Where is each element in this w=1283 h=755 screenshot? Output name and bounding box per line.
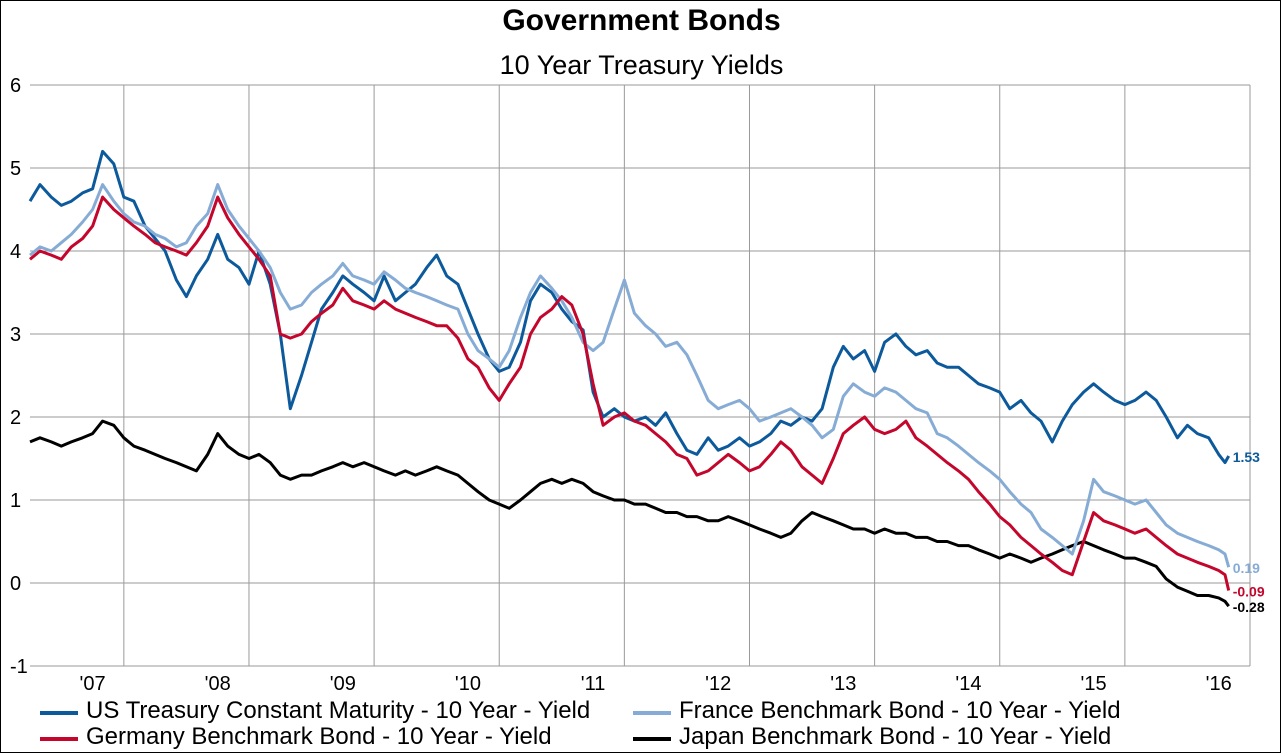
series-line: [29, 419, 1230, 608]
series-line: [29, 195, 1231, 591]
y-tick-label: 2: [10, 407, 21, 429]
x-tick-label: '07: [80, 673, 106, 695]
y-tick-label: 4: [10, 241, 21, 263]
x-tick-label: '14: [955, 673, 981, 695]
y-tick-label: 3: [10, 324, 21, 346]
series-end-label: -0.28: [1233, 599, 1265, 615]
y-tick-label: 1: [10, 490, 21, 512]
chart-title: Government Bonds: [502, 4, 781, 37]
series-end-labels: 1.53 0.19 -0.09-0.28: [1233, 449, 1265, 615]
legend-swatch-germany: [40, 737, 78, 741]
series-line: [29, 183, 1231, 568]
series-lines: [28, 149, 1231, 608]
legend: US Treasury Constant Maturity - 10 Year …: [0, 694, 1283, 754]
x-tick-label: '09: [330, 673, 356, 695]
x-tick-label: '12: [705, 673, 731, 695]
legend-label-japan: Japan Benchmark Bond - 10 Year - Yield: [679, 723, 1112, 750]
chart-subtitle: 10 Year Treasury Yields: [499, 50, 784, 80]
line-chart: -1 0 1 2 3 4 5 6 '07 '08 '09 '10 '11 '12 '13 '14 '15 '16…: [10, 75, 1265, 695]
x-tick-label: '16: [1206, 673, 1232, 695]
x-tick-label: '10: [455, 673, 481, 695]
x-tick-label: '11: [581, 673, 606, 695]
legend-label-france: France Benchmark Bond - 10 Year - Yield: [679, 697, 1121, 724]
y-tick-label: 0: [10, 573, 21, 595]
legend-swatch-france: [633, 711, 671, 715]
gridlines: [30, 84, 1251, 667]
x-tick-label: '13: [830, 673, 856, 695]
legend-label-germany: Germany Benchmark Bond - 10 Year - Yield: [86, 723, 552, 750]
y-tick-label: 6: [10, 75, 21, 97]
series-end-label: -0.09: [1233, 583, 1265, 599]
y-axis-ticks: -1 0 1 2 3 4 5 6: [10, 75, 28, 678]
x-tick-label: '15: [1081, 673, 1107, 695]
legend-label-us: US Treasury Constant Maturity - 10 Year …: [86, 697, 591, 724]
x-axis-ticks: '07 '08 '09 '10 '11 '12 '13 '14 '15 '16: [80, 673, 1232, 695]
series-end-label: 0.19: [1233, 560, 1260, 576]
x-tick-label: '08: [205, 673, 231, 695]
y-tick-label: 5: [10, 158, 21, 180]
legend-swatch-japan: [633, 737, 671, 741]
y-tick-label: -1: [10, 656, 28, 678]
legend-swatch-us: [40, 711, 78, 715]
series-end-label: 1.53: [1233, 449, 1260, 465]
